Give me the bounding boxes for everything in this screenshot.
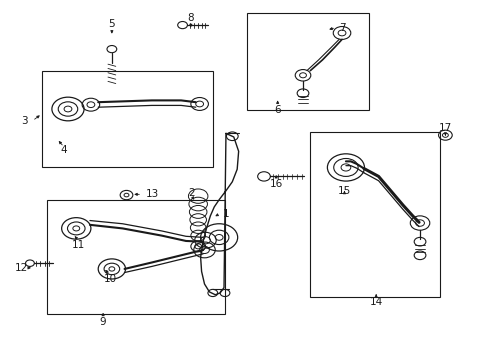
- Text: 15: 15: [337, 186, 350, 196]
- Text: 7: 7: [339, 23, 346, 33]
- Bar: [246, 13, 368, 110]
- Text: 16: 16: [269, 179, 282, 189]
- Text: 3: 3: [21, 116, 27, 126]
- Text: 6: 6: [274, 105, 281, 115]
- Bar: [42, 71, 212, 167]
- Text: 11: 11: [72, 239, 85, 249]
- Text: 1: 1: [222, 209, 229, 219]
- Text: 8: 8: [187, 13, 194, 23]
- Bar: [47, 200, 224, 315]
- Text: 17: 17: [438, 123, 451, 133]
- Text: 13: 13: [146, 189, 159, 199]
- Text: 12: 12: [15, 263, 28, 273]
- Text: 5: 5: [108, 19, 115, 29]
- Text: 2: 2: [188, 188, 195, 198]
- Text: 4: 4: [61, 144, 67, 154]
- Bar: [310, 132, 439, 297]
- Text: 14: 14: [369, 297, 382, 307]
- Text: 9: 9: [100, 317, 106, 327]
- Text: 10: 10: [103, 274, 117, 284]
